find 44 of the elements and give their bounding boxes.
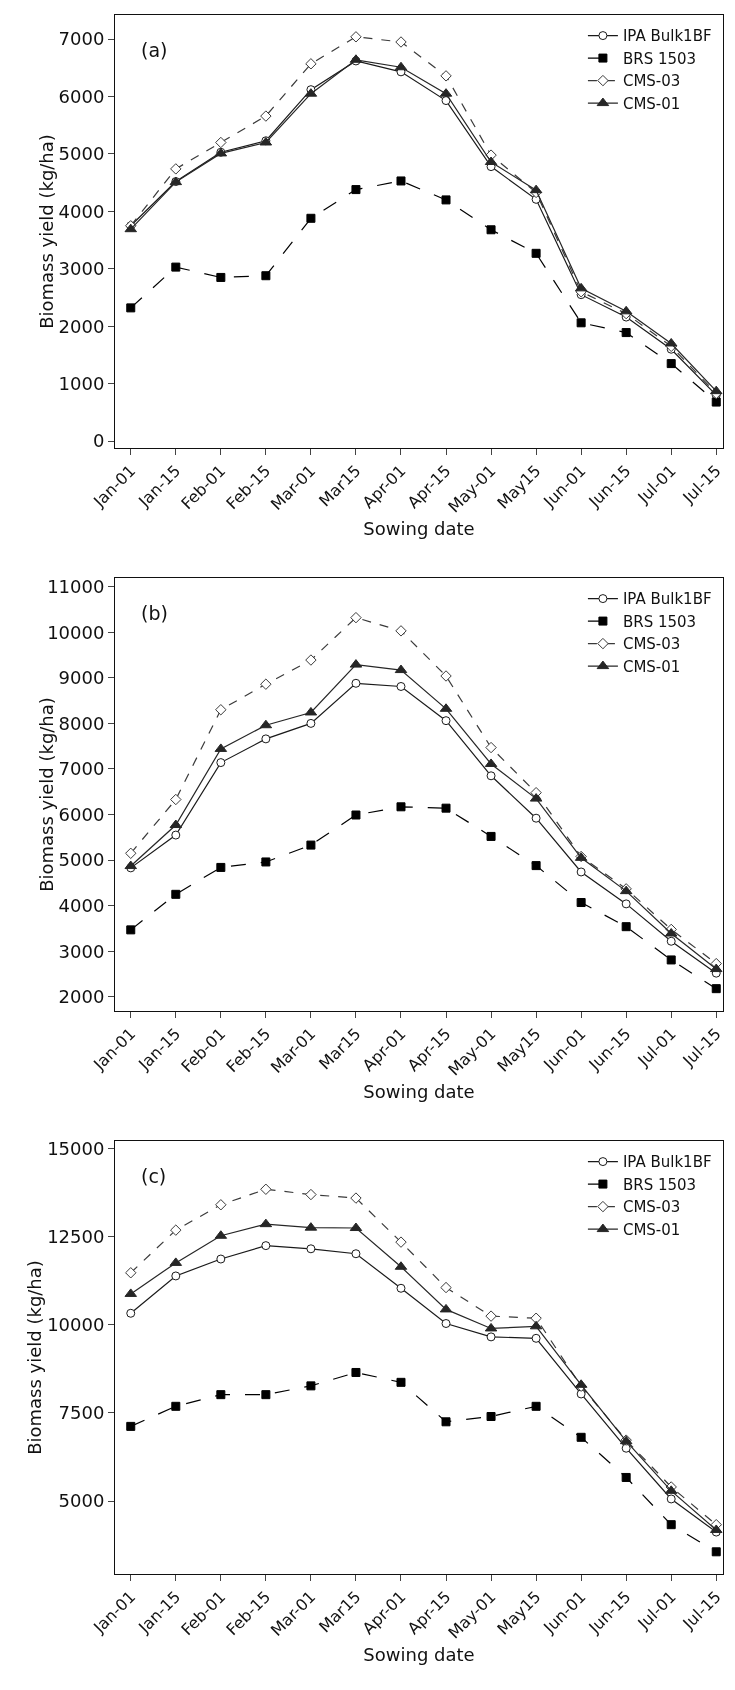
legend-label: BRS 1503 (622, 612, 697, 631)
y-axis-title: Biomass yield (kg/ha) (24, 1260, 46, 1455)
annotation: (b) (141, 602, 168, 624)
y-tick-label: 2000 (58, 315, 105, 337)
legend-label: CMS-03 (622, 635, 681, 654)
y-tick-label: 1000 (58, 372, 105, 394)
legend-label: CMS-01 (622, 94, 681, 113)
y-tick-label: 10000 (47, 621, 105, 643)
y-tick-label: 10000 (47, 1314, 105, 1336)
x-axis-title: Sowing date (363, 1081, 475, 1103)
y-tick-label: 6000 (58, 85, 105, 107)
y-axis-title: Biomass yield (kg/ha) (35, 134, 57, 329)
x-axis-title: Sowing date (363, 1644, 475, 1666)
y-tick-label: 4000 (58, 895, 105, 917)
y-tick-label: 5000 (58, 849, 105, 871)
y-tick-label: 7500 (58, 1402, 105, 1424)
legend-label: IPA Bulk1BF (622, 590, 712, 609)
y-tick-label: 7000 (58, 28, 105, 50)
annotation: (a) (141, 39, 168, 61)
legend-label: CMS-03 (622, 1198, 681, 1217)
y-tick-label: 11000 (47, 575, 105, 597)
legend-label: IPA Bulk1BF (622, 27, 712, 46)
y-tick-label: 5000 (58, 1490, 105, 1512)
y-tick-label: 3000 (58, 940, 105, 962)
y-tick-label: 15000 (47, 1138, 105, 1160)
y-tick-label: 5000 (58, 143, 105, 165)
y-tick-label: 2000 (58, 986, 105, 1008)
y-tick-label: 4000 (58, 200, 105, 222)
y-tick-label: 9000 (58, 667, 105, 689)
y-tick-label: 6000 (58, 803, 105, 825)
legend-label: BRS 1503 (622, 1175, 697, 1194)
legend-label: IPA Bulk1BF (622, 1153, 712, 1172)
y-tick-label: 7000 (58, 758, 105, 780)
y-axis-title: Biomass yield (kg/ha) (35, 697, 57, 892)
y-tick-label: 8000 (58, 712, 105, 734)
legend-label: BRS 1503 (622, 49, 697, 68)
annotation: (c) (141, 1165, 167, 1187)
legend-label: CMS-01 (622, 657, 681, 676)
x-axis-title: Sowing date (363, 518, 475, 540)
legend-label: CMS-03 (622, 72, 681, 91)
y-tick-label: 0 (92, 430, 105, 452)
legend-label: CMS-01 (622, 1220, 681, 1239)
y-tick-label: 12500 (47, 1226, 105, 1248)
y-tick-label: 3000 (58, 258, 105, 280)
